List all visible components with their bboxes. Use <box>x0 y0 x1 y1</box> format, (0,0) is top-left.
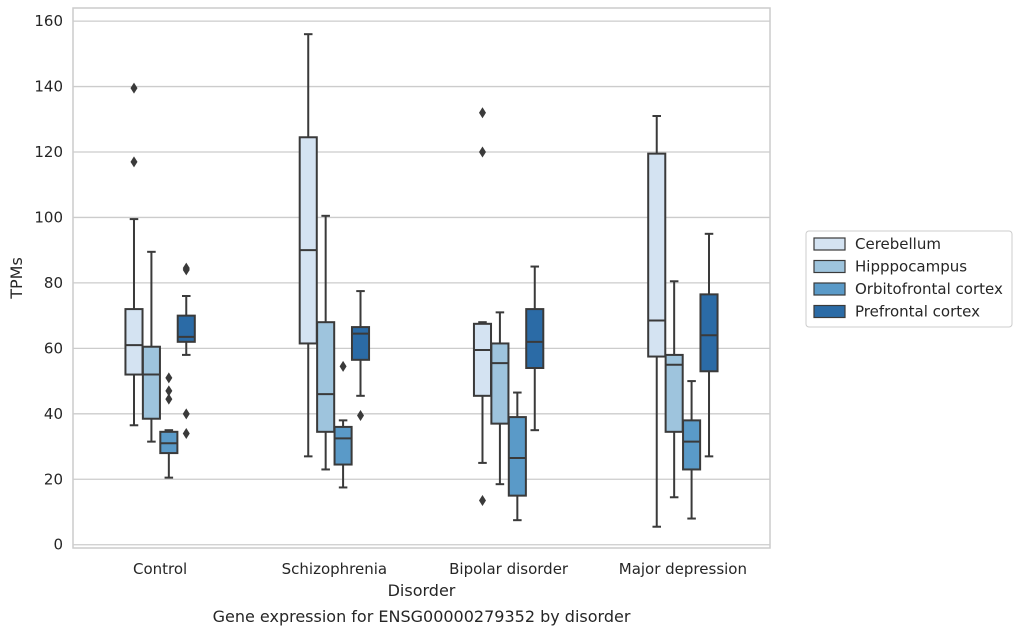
outlier-point <box>357 409 365 421</box>
box-2-0 <box>159 372 179 479</box>
outlier-point <box>182 408 190 420</box>
box-0-1 <box>298 33 318 458</box>
y-tick-label: 60 <box>44 339 63 357</box>
box-0-3 <box>647 115 667 528</box>
legend-label: Prefrontal cortex <box>855 303 980 321</box>
box-iqr <box>333 425 353 466</box>
box-iqr <box>682 419 702 471</box>
outlier-point <box>182 427 190 439</box>
box-3-2 <box>525 265 545 432</box>
outlier-point <box>130 156 138 168</box>
outlier-point <box>165 393 173 405</box>
box-2-2 <box>507 391 527 522</box>
box-0-0 <box>124 82 144 427</box>
chart-caption: Gene expression for ENSG00000279352 by d… <box>213 607 631 626</box>
box-iqr <box>298 136 318 345</box>
box-iqr <box>141 345 161 420</box>
box-iqr <box>316 321 336 433</box>
legend: Cerebellum Hipppocampus Orbitofrontal cort… <box>805 230 1013 328</box>
legend-swatch <box>813 237 846 251</box>
box-0-2 <box>472 107 493 507</box>
box-1-0 <box>141 250 161 443</box>
boxes-layer <box>124 33 719 528</box>
legend-label: Hipppocampus <box>855 258 967 276</box>
box-2-3 <box>682 380 702 520</box>
legend-frame <box>805 230 1013 328</box>
outlier-point <box>478 495 486 507</box>
outlier-point <box>165 372 173 384</box>
legend-label: Orbitofrontal cortex <box>855 280 1003 298</box>
box-3-0 <box>176 262 196 439</box>
box-iqr <box>507 416 527 497</box>
x-tick-label: Control <box>133 560 187 578</box>
outlier-point <box>339 360 347 372</box>
y-tick-label: 0 <box>53 536 63 554</box>
box-iqr <box>647 152 667 358</box>
legend-swatch <box>813 259 846 274</box>
y-tick-label: 120 <box>34 143 63 161</box>
box-2-1 <box>333 360 353 489</box>
y-tick-label: 160 <box>34 12 63 30</box>
box-1-2 <box>490 311 510 486</box>
box-iqr <box>525 308 545 370</box>
y-tick-label: 40 <box>44 405 63 423</box>
x-axis-label: Disorder <box>388 581 456 600</box>
y-tick-labels: 0 20 40 60 80 100 120 140 160 <box>34 12 63 554</box>
box-iqr <box>699 293 719 373</box>
box-iqr <box>350 326 371 361</box>
outlier-point <box>130 82 138 94</box>
box-3-3 <box>699 232 719 458</box>
y-tick-label: 140 <box>34 78 63 96</box>
y-tick-label: 100 <box>34 208 63 226</box>
outlier-point <box>478 146 486 158</box>
box-iqr <box>472 322 493 397</box>
plot-frame <box>72 7 771 549</box>
box-iqr <box>124 308 144 376</box>
legend-swatch <box>813 304 846 319</box>
y-tick-label: 80 <box>44 274 63 292</box>
outlier-point <box>182 262 190 274</box>
legend-swatch <box>813 282 846 296</box>
legend-label: Cerebellum <box>855 235 941 253</box>
box-1-3 <box>664 280 684 499</box>
box-iqr <box>664 353 684 433</box>
y-axis-label: TPMs <box>7 257 26 300</box>
box-3-1 <box>350 290 371 421</box>
x-tick-label: Major depression <box>619 560 747 578</box>
y-tick-label: 20 <box>44 470 63 488</box>
x-tick-labels: Control Schizophrenia Bipolar disorder Majo… <box>133 560 747 578</box>
x-tick-label: Bipolar disorder <box>449 560 569 578</box>
box-1-1 <box>316 214 336 471</box>
box-iqr <box>176 314 196 343</box>
outlier-point <box>165 385 173 397</box>
outlier-point <box>478 107 486 119</box>
box-iqr <box>490 342 510 425</box>
x-tick-label: Schizophrenia <box>282 560 387 578</box>
